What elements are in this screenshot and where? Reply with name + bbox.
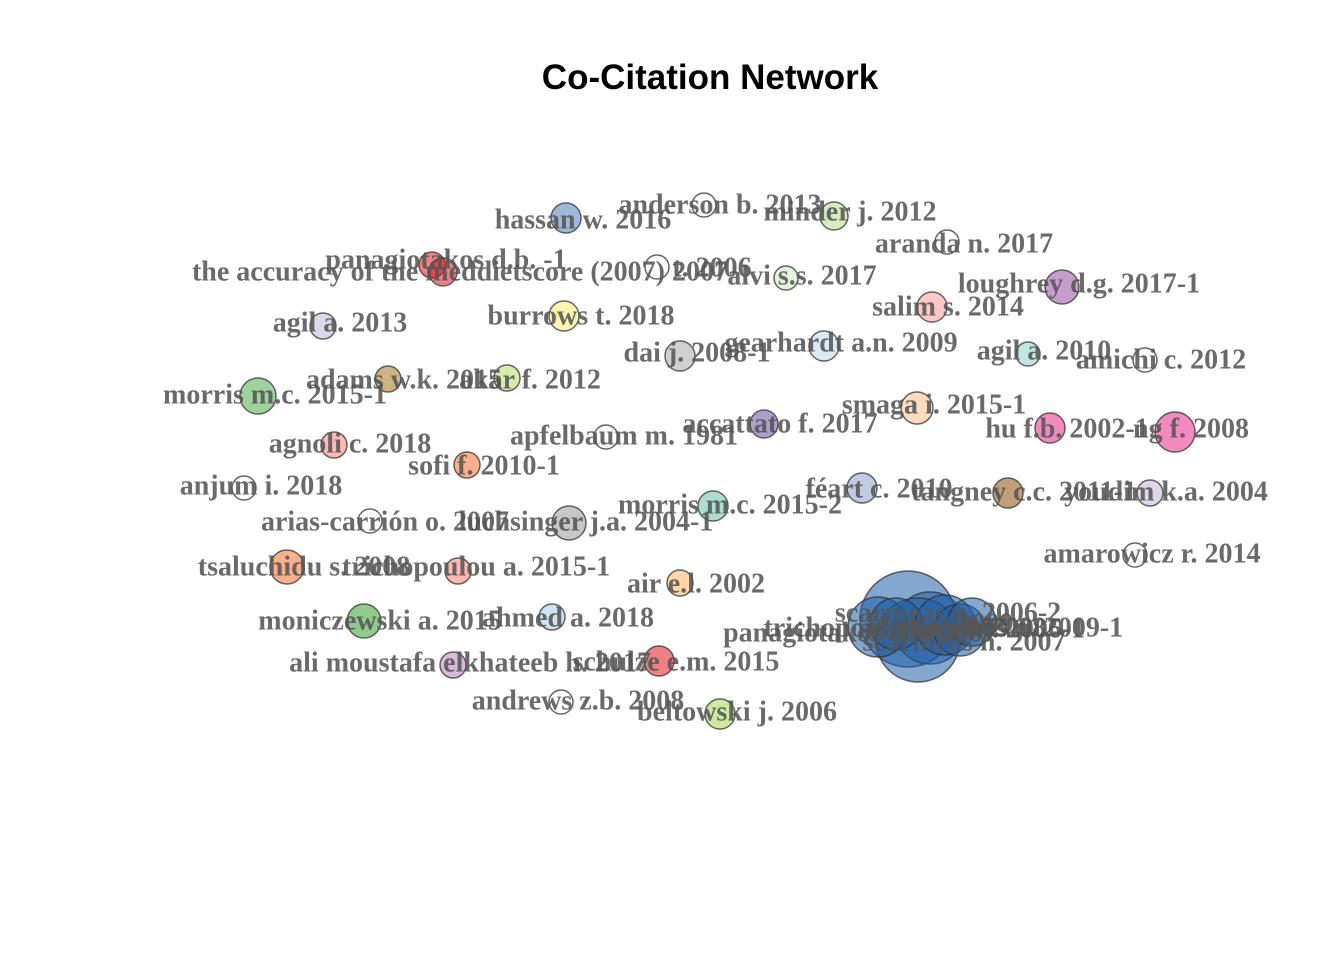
node-label-gearhardt: gearhardt a.n. 2009 — [724, 327, 957, 358]
node-label-scarmeas2007: scarmeas n. 2007 — [863, 626, 1066, 657]
node-label-scarmeas2: scarmeas n. 2006-2 — [835, 597, 1061, 628]
node-lucchinger[interactable] — [551, 505, 587, 541]
node-label-tangney: tangney c.c. 2011-1 — [911, 476, 1137, 507]
node-loughrey[interactable] — [1044, 269, 1080, 305]
node-burrows[interactable] — [548, 300, 580, 332]
node-smaga[interactable] — [900, 391, 934, 425]
node-label-schulze: schulze e.m. 2015 — [573, 646, 780, 677]
node-label-scarmeas2009: scarmeas n. 2009-1 — [897, 612, 1123, 643]
node-amarowicz[interactable] — [1122, 542, 1148, 568]
node-accuracy[interactable] — [428, 257, 458, 287]
node-label-panagiotakos2: panagiotakos d.b. 2007 — [723, 617, 997, 648]
node-label-minder: minder j. 2012 — [764, 196, 937, 227]
node-label-ali: ali moustafa elkhateeb h. 2017 — [289, 647, 651, 678]
node-label-anjum: anjum i. 2018 — [180, 470, 343, 501]
node-label-amichi: amichi c. 2012 — [1076, 344, 1246, 375]
node-label-ng: ng f. 2008 — [1133, 413, 1249, 444]
node-label-accattato: accattato f. 2017 — [682, 408, 877, 439]
node-label-frame: t. 2006 — [672, 252, 751, 283]
node-arias[interactable] — [357, 508, 383, 534]
node-label-accuracy: the accuracy of the meddietscore (2007) … — [192, 256, 728, 287]
node-label-feart: féart c. 2010 — [806, 473, 953, 504]
node-adams[interactable] — [374, 365, 402, 393]
node-amichi[interactable] — [1132, 347, 1158, 373]
node-label-akar: akar f. 2012 — [459, 364, 601, 395]
node-gearhardt[interactable] — [808, 330, 840, 362]
node-label-loughrey: loughrey d.g. 2017-1 — [958, 268, 1200, 299]
node-alvi[interactable] — [773, 265, 799, 291]
node-agnoli[interactable] — [320, 431, 348, 459]
node-label-adams: adams w.k. 2015 — [306, 364, 502, 395]
node-akar[interactable] — [493, 364, 521, 392]
node-accattato[interactable] — [749, 409, 779, 439]
node-label-trichopoulou2: trichopoulou a. 2003 — [763, 612, 1008, 643]
node-agil2013[interactable] — [309, 312, 337, 340]
node-ahmed[interactable] — [538, 603, 566, 631]
node-agil2010[interactable] — [1015, 341, 1041, 367]
node-tsaluchidu[interactable] — [269, 549, 305, 585]
node-apfelbaum[interactable] — [593, 424, 619, 450]
node-air[interactable] — [666, 569, 694, 597]
node-moniczewski[interactable] — [346, 603, 382, 639]
node-label-alvi: alvi s.s. 2017 — [727, 260, 876, 291]
node-salim[interactable] — [916, 291, 948, 323]
node-trichopoulou[interactable] — [444, 557, 472, 585]
node-label-anderson: anderson b. 2013 — [618, 189, 821, 220]
node-anderson[interactable] — [691, 192, 717, 218]
node-minder[interactable] — [819, 201, 849, 231]
node-label-beltowski: beltowski j. 2006 — [637, 696, 837, 727]
node-tangney[interactable] — [992, 477, 1024, 509]
node-label-agil2013: agil a. 2013 — [273, 307, 408, 338]
node-label-moniczewski: moniczewski a. 2015 — [258, 605, 501, 636]
node-label-ahmed: ahmed a. 2018 — [482, 602, 654, 633]
node-label-aranda: aranda n. 2017 — [875, 228, 1053, 259]
node-label-feart2009: féart c. 2009 — [867, 608, 1014, 639]
node-sofi[interactable] — [453, 451, 481, 479]
node-label-lucchinger: luchsinger j.a. 2004-1 — [459, 506, 714, 537]
node-label-arias: arias-carrión o. 2007 — [261, 506, 509, 537]
node-youdim[interactable] — [1136, 479, 1164, 507]
node-label-salim: salim s. 2014 — [872, 291, 1024, 322]
node-label-sofi2008: sofi f. 2008 — [918, 612, 1046, 643]
node-ng[interactable] — [1154, 411, 1196, 453]
node-label-trichopoulou: trichopoulou a. 2015-1 — [342, 551, 610, 582]
node-anjum[interactable] — [231, 475, 257, 501]
node-label-dai: dai j. 2008-1 — [624, 337, 771, 368]
node-hassan[interactable] — [550, 202, 582, 234]
nodes-layer — [231, 192, 1196, 730]
chart-title: Co-Citation Network — [541, 58, 879, 97]
node-label-agnoli: agnoli c. 2018 — [269, 428, 432, 459]
node-feart[interactable] — [846, 472, 878, 504]
node-andrews[interactable] — [548, 689, 574, 715]
node-label-scarmeas1: scarmeas n. 2006-1 — [859, 613, 1085, 644]
node-label-hassan: hassan w. 2016 — [495, 204, 672, 235]
node-morris1[interactable] — [239, 377, 277, 415]
node-label-morris1: morris m.c. 2015-1 — [163, 379, 387, 410]
node-label-youdim: youdim k.a. 2004 — [1064, 476, 1268, 507]
node-aranda[interactable] — [934, 229, 960, 255]
node-label-smaga: smaga i. 2015-1 — [842, 389, 1026, 420]
node-label-morris2: morris m.c. 2015-2 — [618, 489, 842, 520]
node-label-air: air e.l. 2002 — [627, 568, 765, 599]
node-label-apfelbaum: apfelbaum m. 1981 — [510, 420, 738, 451]
node-ali[interactable] — [439, 651, 467, 679]
node-label-burrows: burrows t. 2018 — [488, 300, 675, 331]
node-schulze[interactable] — [643, 645, 675, 677]
node-label-amarowicz: amarowicz r. 2014 — [1044, 538, 1261, 569]
node-label-panagiotakos1: panagiotakos d.b. -1 — [325, 244, 566, 275]
node-label-andrews: andrews z.b. 2008 — [472, 685, 685, 716]
node-scarmeas2009[interactable] — [947, 597, 997, 647]
node-label-agil2010: agil a. 2010 — [977, 335, 1112, 366]
node-frame[interactable] — [644, 254, 670, 280]
node-dai[interactable] — [664, 340, 696, 372]
node-label-tsaluchidu: tsaluchidu s. 2008 — [198, 551, 410, 582]
node-hu[interactable] — [1034, 412, 1066, 444]
node-morris2[interactable] — [697, 490, 729, 522]
node-beltowski[interactable] — [704, 698, 736, 730]
node-label-hu: hu f.b. 2002-1 — [985, 413, 1148, 444]
node-label-sofi: sofi f. 2010-1 — [408, 450, 560, 481]
